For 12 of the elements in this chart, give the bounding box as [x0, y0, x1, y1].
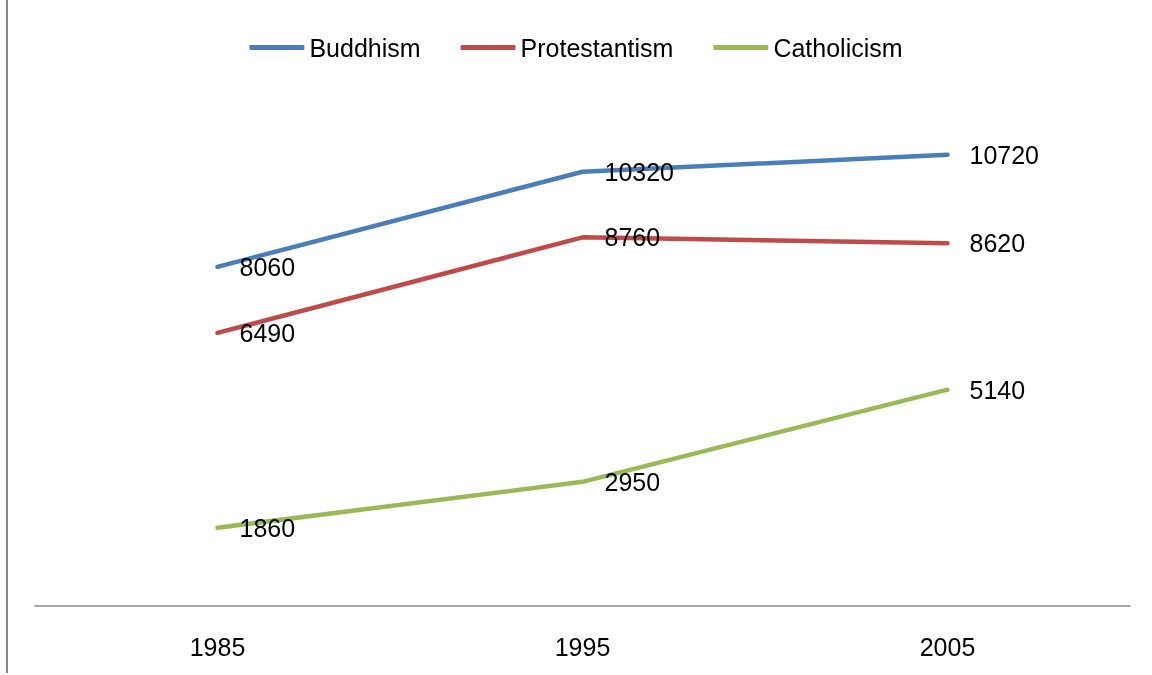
x-tick-label: 1995 [554, 632, 611, 661]
data-label: 8060 [239, 252, 296, 281]
data-label: 8620 [969, 229, 1026, 258]
legend-label: Protestantism [520, 33, 674, 62]
data-label: 2950 [604, 467, 661, 496]
data-label: 10720 [969, 140, 1040, 169]
legend-label: Catholicism [773, 33, 903, 62]
data-label: 6490 [239, 318, 296, 347]
legend-label: Buddhism [309, 33, 421, 62]
x-tick-label: 2005 [919, 632, 976, 661]
x-tick-label: 1985 [189, 632, 246, 661]
data-label: 5140 [969, 375, 1026, 404]
